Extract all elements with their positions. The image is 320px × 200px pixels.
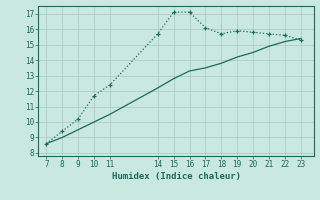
X-axis label: Humidex (Indice chaleur): Humidex (Indice chaleur) [111, 172, 241, 181]
